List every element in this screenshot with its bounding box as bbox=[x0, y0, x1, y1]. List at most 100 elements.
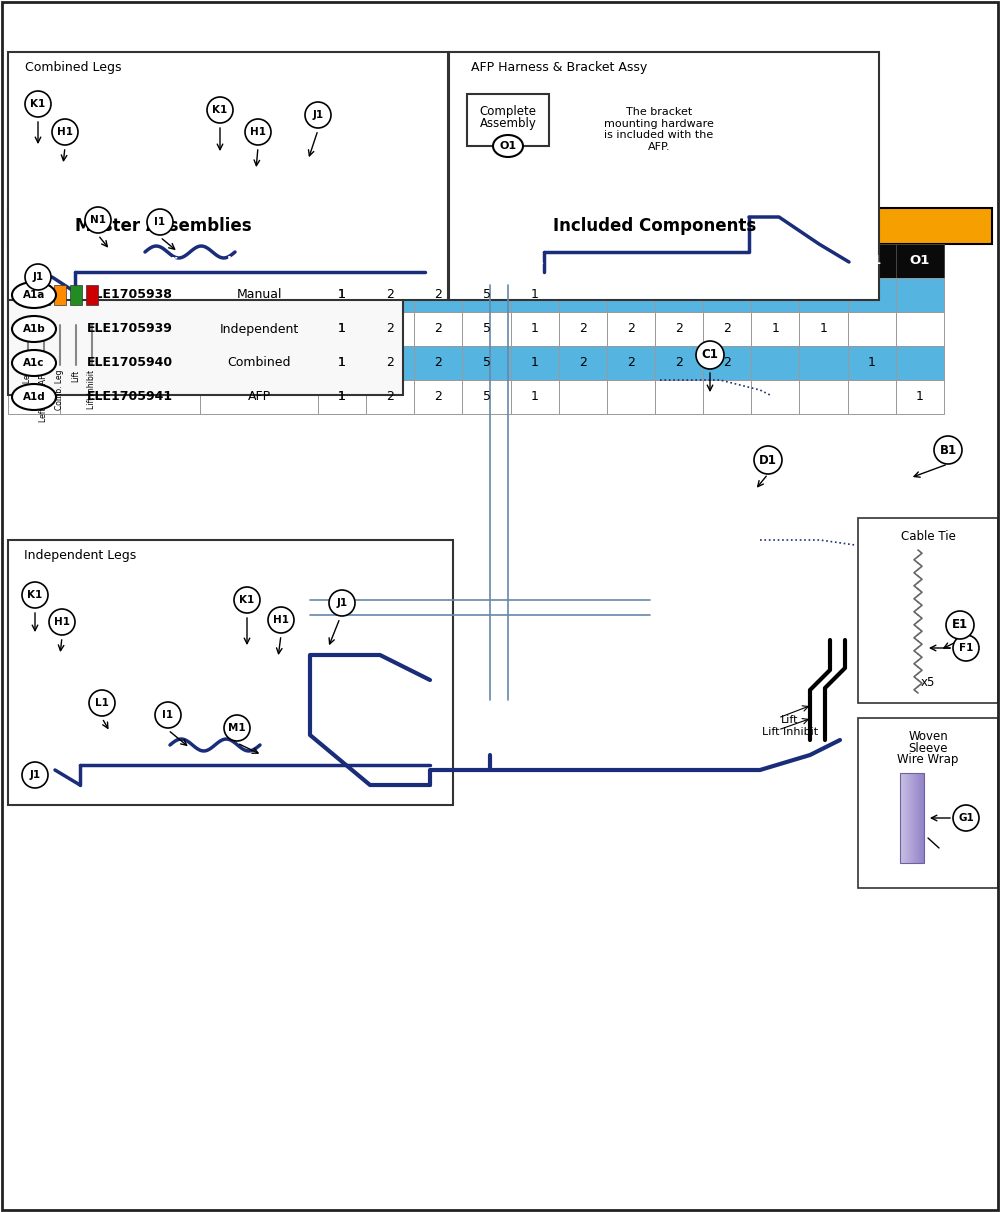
Bar bbox=[655, 345, 703, 381]
Text: 1: 1 bbox=[531, 390, 539, 404]
Bar bbox=[799, 311, 848, 345]
Bar bbox=[60, 311, 200, 345]
Bar bbox=[915, 773, 916, 863]
Circle shape bbox=[329, 590, 355, 616]
Text: K1: K1 bbox=[239, 595, 255, 605]
Bar bbox=[914, 773, 915, 863]
Bar bbox=[38, 285, 50, 305]
Bar bbox=[703, 311, 751, 345]
Bar bbox=[8, 311, 60, 345]
Circle shape bbox=[953, 805, 979, 831]
Text: Manual: Manual bbox=[236, 288, 282, 302]
Text: 1: 1 bbox=[531, 288, 539, 302]
Bar bbox=[607, 381, 655, 415]
Text: 2: 2 bbox=[434, 322, 442, 336]
Circle shape bbox=[85, 207, 111, 233]
Circle shape bbox=[305, 102, 331, 128]
Text: ELE1705940: ELE1705940 bbox=[87, 356, 173, 370]
Bar bbox=[8, 345, 60, 381]
Bar bbox=[921, 773, 922, 863]
Text: I1: I1 bbox=[162, 710, 174, 720]
Bar bbox=[903, 773, 904, 863]
Bar bbox=[848, 345, 896, 381]
Text: Combined: Combined bbox=[227, 356, 291, 370]
Bar bbox=[896, 345, 944, 381]
Circle shape bbox=[268, 607, 294, 633]
Text: 2: 2 bbox=[386, 356, 394, 370]
Text: 2: 2 bbox=[386, 288, 394, 302]
Bar bbox=[896, 311, 944, 345]
Bar bbox=[318, 311, 366, 345]
Bar bbox=[318, 244, 366, 278]
Ellipse shape bbox=[12, 282, 56, 308]
Bar bbox=[799, 381, 848, 415]
Bar bbox=[318, 244, 366, 278]
Bar bbox=[848, 278, 896, 311]
Bar bbox=[905, 773, 906, 863]
Text: J1: J1 bbox=[29, 770, 41, 781]
Text: x5: x5 bbox=[921, 676, 935, 690]
Bar bbox=[318, 381, 366, 415]
Bar bbox=[8, 541, 453, 805]
Text: K1: K1 bbox=[212, 105, 228, 115]
Text: Lift Inhibit: Lift Inhibit bbox=[88, 370, 96, 410]
Text: AFP Harness & Bracket Assy: AFP Harness & Bracket Assy bbox=[471, 62, 647, 74]
Bar bbox=[449, 52, 879, 301]
Bar bbox=[200, 345, 318, 381]
Bar bbox=[511, 244, 559, 278]
Bar bbox=[909, 773, 910, 863]
Bar bbox=[8, 381, 60, 415]
Text: 1: 1 bbox=[771, 322, 779, 336]
Bar bbox=[703, 345, 751, 381]
Bar bbox=[462, 244, 511, 278]
Bar bbox=[200, 381, 318, 415]
Bar bbox=[414, 345, 462, 381]
Bar bbox=[858, 718, 998, 888]
Bar bbox=[607, 244, 655, 278]
Bar bbox=[703, 244, 751, 278]
Text: Combined Legs: Combined Legs bbox=[25, 62, 121, 74]
Circle shape bbox=[234, 587, 260, 613]
Bar bbox=[911, 773, 912, 863]
Text: 1: 1 bbox=[338, 356, 346, 370]
Circle shape bbox=[22, 762, 48, 788]
Bar bbox=[848, 244, 896, 278]
Text: Part Number: Part Number bbox=[82, 255, 178, 268]
Text: L1: L1 bbox=[95, 698, 109, 708]
Bar bbox=[22, 285, 34, 305]
Circle shape bbox=[89, 690, 115, 716]
Text: Lift Inhibit: Lift Inhibit bbox=[762, 727, 818, 737]
Text: F1: F1 bbox=[477, 255, 496, 268]
Text: ELE1705938: ELE1705938 bbox=[87, 288, 173, 302]
Bar bbox=[318, 278, 366, 311]
Bar bbox=[917, 773, 918, 863]
Text: K1: K1 bbox=[27, 590, 43, 600]
Text: 1: 1 bbox=[820, 322, 827, 336]
Text: H1: H1 bbox=[250, 127, 266, 137]
Text: O1: O1 bbox=[910, 255, 930, 268]
Bar bbox=[366, 311, 414, 345]
Bar bbox=[318, 345, 366, 381]
Bar bbox=[318, 381, 366, 415]
Bar bbox=[8, 278, 60, 311]
Bar bbox=[858, 518, 998, 703]
Text: O1: O1 bbox=[499, 141, 517, 152]
Bar bbox=[848, 381, 896, 415]
Text: 5: 5 bbox=[482, 322, 490, 336]
Bar bbox=[896, 381, 944, 415]
Bar bbox=[751, 381, 799, 415]
Text: 2: 2 bbox=[723, 322, 731, 336]
Bar bbox=[703, 381, 751, 415]
Bar bbox=[655, 278, 703, 311]
Text: H1: H1 bbox=[57, 127, 73, 137]
Bar bbox=[366, 381, 414, 415]
Bar bbox=[366, 278, 414, 311]
Circle shape bbox=[49, 608, 75, 635]
Circle shape bbox=[696, 341, 724, 368]
Text: Wire Wrap: Wire Wrap bbox=[897, 754, 959, 766]
Bar bbox=[467, 95, 549, 145]
Text: Master Assemblies: Master Assemblies bbox=[75, 217, 251, 235]
Text: 1: 1 bbox=[338, 288, 346, 302]
Text: 2: 2 bbox=[627, 356, 635, 370]
Bar bbox=[919, 773, 920, 863]
